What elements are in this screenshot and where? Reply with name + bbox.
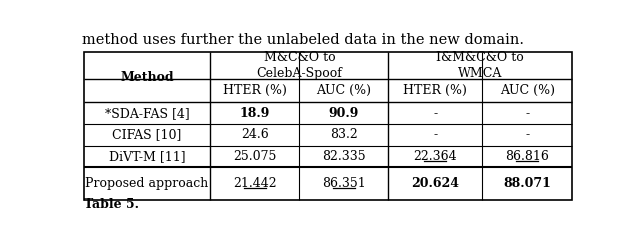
Text: M&C&O to
CelebA-Spoof: M&C&O to CelebA-Spoof [257, 51, 342, 80]
Text: method uses further the unlabeled data in the new domain.: method uses further the unlabeled data i… [81, 33, 524, 47]
Text: 86.351: 86.351 [322, 177, 366, 190]
Text: -: - [433, 107, 437, 120]
Text: 20.624: 20.624 [412, 177, 460, 190]
Text: AUC (%): AUC (%) [500, 84, 555, 97]
Bar [84, 52, 572, 200]
Text: Method: Method [120, 71, 174, 84]
Text: Table 5.: Table 5. [84, 198, 139, 211]
Text: Proposed approach: Proposed approach [85, 177, 209, 190]
Text: I&M&C&O to
WMCA: I&M&C&O to WMCA [436, 51, 524, 80]
Text: HTER (%): HTER (%) [403, 84, 467, 97]
Text: 21.442: 21.442 [233, 177, 276, 190]
Text: 24.6: 24.6 [241, 128, 269, 141]
Text: -: - [525, 128, 529, 141]
Text: 86.816: 86.816 [505, 150, 549, 163]
Text: 82.335: 82.335 [322, 150, 365, 163]
Text: -: - [525, 107, 529, 120]
Text: 83.2: 83.2 [330, 128, 358, 141]
Text: 22.364: 22.364 [413, 150, 457, 163]
Text: DiVT-M [11]: DiVT-M [11] [109, 150, 186, 163]
Text: CIFAS [10]: CIFAS [10] [113, 128, 182, 141]
Text: *SDA-FAS [4]: *SDA-FAS [4] [105, 107, 189, 120]
Text: 25.075: 25.075 [233, 150, 276, 163]
Text: 18.9: 18.9 [239, 107, 270, 120]
Text: HTER (%): HTER (%) [223, 84, 287, 97]
Text: 90.9: 90.9 [329, 107, 359, 120]
Text: AUC (%): AUC (%) [316, 84, 371, 97]
Text: 88.071: 88.071 [503, 177, 551, 190]
Text: -: - [433, 128, 437, 141]
